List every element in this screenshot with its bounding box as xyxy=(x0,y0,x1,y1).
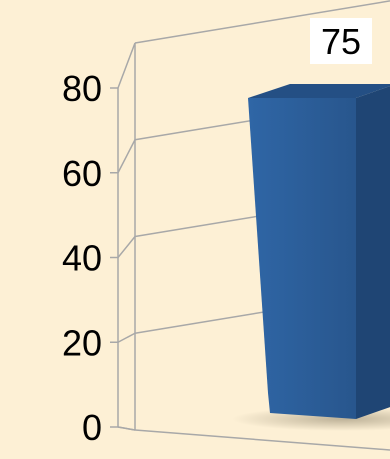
y-tick-label: 0 xyxy=(82,407,102,448)
gridline-connector xyxy=(117,42,136,89)
gridline-connector xyxy=(117,332,136,343)
bar-top-face xyxy=(248,84,390,98)
gridline-connector xyxy=(117,426,136,431)
gridline xyxy=(134,0,390,44)
y-axis xyxy=(110,87,119,428)
y-tick-label: 20 xyxy=(62,322,102,363)
bar-front-face xyxy=(248,98,356,419)
y-tick-label: 80 xyxy=(62,68,102,109)
data-label: 75 xyxy=(321,21,361,62)
y-tick-labels: 0 20 40 60 80 xyxy=(62,68,102,448)
floor-edge-back xyxy=(134,429,390,451)
bar-side-face xyxy=(356,86,390,419)
data-labels: 75 xyxy=(310,18,372,64)
bars xyxy=(232,84,390,431)
gridline-connector xyxy=(117,139,136,174)
y-tick-label: 60 xyxy=(62,153,102,194)
gridline-connector xyxy=(117,236,136,258)
y-tick-label: 40 xyxy=(62,238,102,279)
bar xyxy=(232,84,390,431)
data-label-box xyxy=(310,18,372,64)
